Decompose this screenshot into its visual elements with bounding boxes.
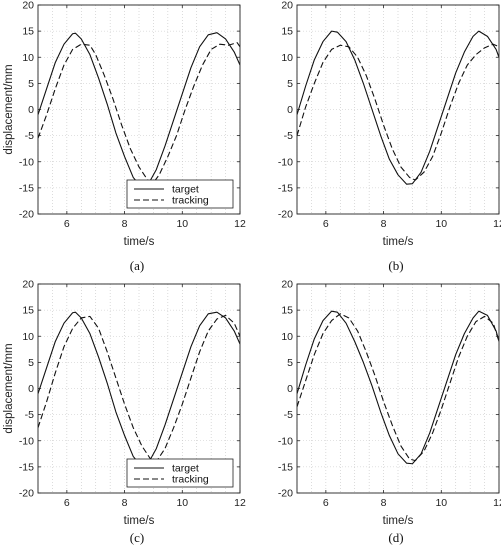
y-tick-label: 15 <box>281 26 293 38</box>
y-tick-label: 0 <box>287 104 293 116</box>
y-tick-label: 20 <box>22 279 34 291</box>
x-axis-label: time/s <box>124 515 155 527</box>
y-tick-label: -5 <box>25 409 34 421</box>
y-tick-label: -15 <box>19 182 34 194</box>
y-tick-label: 15 <box>22 26 34 38</box>
panel-b: 6 8 10 12 -20 -15 -10 -5 0 5 10 15 20 time/s (b) <box>278 0 501 273</box>
y-tick-label: 5 <box>287 78 293 90</box>
y-tick-label: 15 <box>22 305 34 317</box>
x-tick-label: 12 <box>493 218 501 230</box>
panel-c: 6 8 10 12 -20 -15 -10 -5 0 5 10 15 20 time/s displacem… <box>3 279 246 546</box>
x-axis-label: time/s <box>383 515 414 527</box>
y-tick-label: 5 <box>28 357 34 369</box>
x-tick-label: 12 <box>234 497 246 509</box>
x-tick-label: 10 <box>435 497 447 509</box>
x-tick-label: 6 <box>323 497 329 509</box>
y-tick-label: -10 <box>278 435 293 447</box>
x-tick-label: 8 <box>381 218 387 230</box>
y-tick-label: -20 <box>19 488 34 500</box>
target-series-line <box>297 30 499 185</box>
x-tick-label: 6 <box>64 218 70 230</box>
y-tick-label: 10 <box>22 331 34 343</box>
x-tick-label: 8 <box>122 497 128 509</box>
y-tick-label: 10 <box>281 52 293 64</box>
tracking-series-line <box>297 43 499 181</box>
y-axis-label: displacement/mm <box>3 343 15 433</box>
y-tick-label: 0 <box>287 383 293 395</box>
y-tick-label: -5 <box>284 130 293 142</box>
y-tick-label: -15 <box>278 182 293 194</box>
y-tick-label: -5 <box>25 130 34 142</box>
x-tick-label: 8 <box>122 218 128 230</box>
legend-box <box>126 458 234 488</box>
y-tick-label: -10 <box>278 156 293 168</box>
x-tick-label: 10 <box>176 497 188 509</box>
y-tick-label: -10 <box>19 156 34 168</box>
y-tick-label: 20 <box>281 279 293 291</box>
legend-label-target: target <box>172 463 199 475</box>
tracking-series-line <box>38 42 240 184</box>
y-tick-label: 10 <box>22 52 34 64</box>
y-tick-label: -5 <box>284 409 293 421</box>
y-tick-label: 5 <box>28 78 34 90</box>
y-axis-label: displacement/mm <box>3 64 15 154</box>
x-axis-label: time/s <box>124 236 155 248</box>
panel-caption: (c) <box>130 530 144 545</box>
x-tick-label: 12 <box>493 497 501 509</box>
panel-caption: (d) <box>388 530 403 545</box>
legend-label-target: target <box>172 184 199 196</box>
x-tick-label: 10 <box>176 218 188 230</box>
y-tick-label: 10 <box>281 331 293 343</box>
y-tick-label: -20 <box>278 209 293 221</box>
y-tick-label: 20 <box>22 0 34 12</box>
panel-a: 6 8 10 12 -20 -15 -10 -5 0 5 10 15 20 time/s displacem… <box>3 0 246 273</box>
panel-d: 6 8 10 12 -20 -15 -10 -5 0 5 10 15 20 time/s (d) <box>278 279 501 546</box>
x-tick-label: 6 <box>64 497 70 509</box>
panel-caption: (a) <box>130 258 144 273</box>
y-tick-label: 5 <box>287 357 293 369</box>
legend-box <box>126 179 234 209</box>
x-tick-label: 10 <box>435 218 447 230</box>
y-tick-label: 20 <box>281 0 293 12</box>
y-tick-label: -15 <box>19 461 34 473</box>
x-tick-label: 6 <box>323 218 329 230</box>
y-tick-label: 0 <box>28 383 34 395</box>
panel-caption: (b) <box>388 258 403 273</box>
x-tick-label: 12 <box>234 218 246 230</box>
tracking-series-line <box>297 313 499 462</box>
y-tick-label: 0 <box>28 104 34 116</box>
y-tick-label: 15 <box>281 305 293 317</box>
x-tick-label: 8 <box>381 497 387 509</box>
y-tick-label: -20 <box>19 209 34 221</box>
y-tick-label: -15 <box>278 461 293 473</box>
legend-label-tracking: tracking <box>172 474 209 486</box>
target-series-line <box>297 310 499 465</box>
x-axis-label: time/s <box>383 236 414 248</box>
y-tick-label: -20 <box>278 488 293 500</box>
y-tick-label: -10 <box>19 435 34 447</box>
legend-label-tracking: tracking <box>172 195 209 207</box>
